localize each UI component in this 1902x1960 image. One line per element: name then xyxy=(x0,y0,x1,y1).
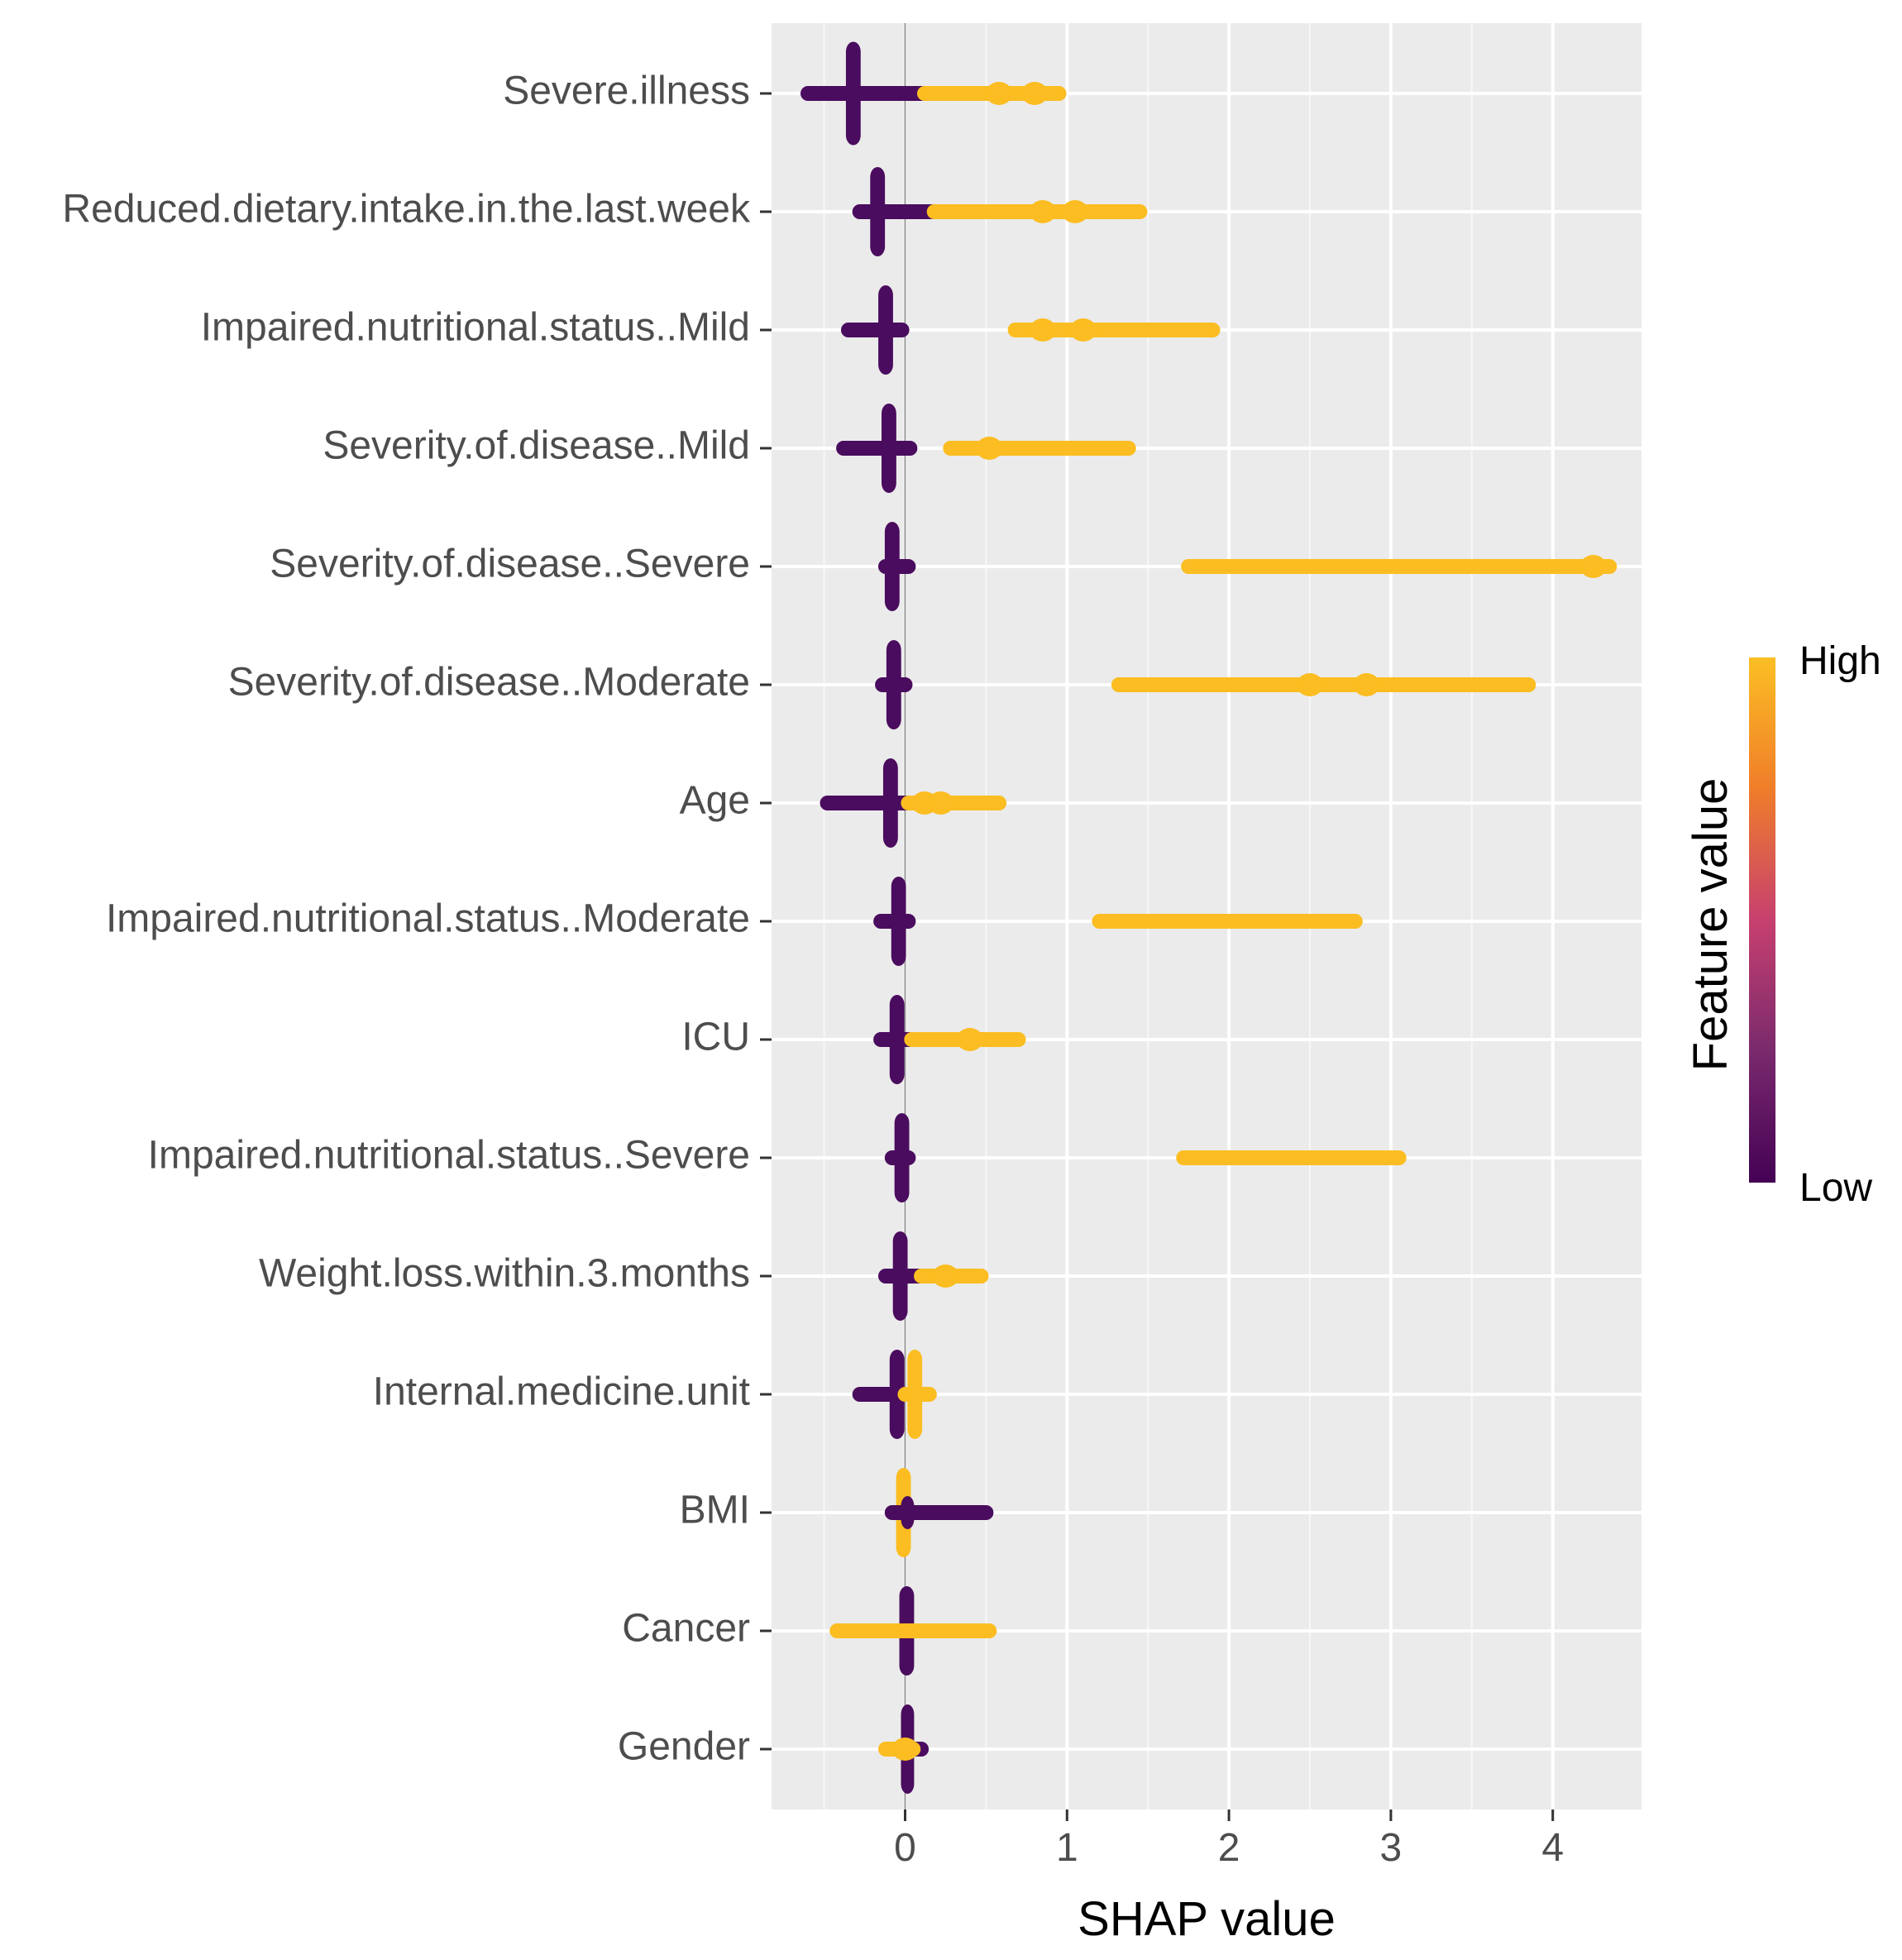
high-value-point xyxy=(956,1028,983,1051)
low-value-point xyxy=(882,404,896,493)
y-tick-label: BMI xyxy=(680,1489,750,1532)
low-value-point xyxy=(889,1350,905,1439)
x-tick-label: 2 xyxy=(1218,1826,1240,1870)
high-value-point xyxy=(891,1738,919,1761)
x-tick-label: 0 xyxy=(894,1826,916,1870)
x-axis: 0 1 2 3 4 xyxy=(894,1809,1564,1870)
low-value-point xyxy=(884,522,900,611)
high-value-point xyxy=(907,1350,923,1439)
feature-points xyxy=(852,1350,937,1439)
feature-points xyxy=(878,1704,929,1794)
low-value-point xyxy=(891,877,906,966)
x-tick-label: 1 xyxy=(1056,1826,1078,1870)
x-axis-title: SHAP value xyxy=(1078,1892,1336,1946)
low-value-point xyxy=(889,995,905,1084)
feature-points xyxy=(829,1586,997,1676)
low-value-point xyxy=(894,1113,910,1202)
legend-colorbar xyxy=(1749,657,1775,1183)
y-axis: Severe.illness Reduced.dietary.intake.in.… xyxy=(62,69,772,1769)
feature-points xyxy=(878,522,1618,611)
high-value-point xyxy=(986,82,1013,105)
feature-points xyxy=(873,877,1363,966)
low-value-point xyxy=(878,285,893,375)
low-value-point xyxy=(901,1496,915,1529)
low-value-point xyxy=(870,167,886,256)
feature-points xyxy=(875,640,1536,729)
high-value-point xyxy=(927,791,954,815)
high-value-point xyxy=(1021,82,1049,105)
legend: Feature value High Low xyxy=(1684,639,1881,1210)
y-tick-label: Severity.of.disease..Mild xyxy=(323,424,750,468)
feature-points xyxy=(852,167,1148,256)
feature-points xyxy=(820,758,1007,848)
data-points xyxy=(800,41,1618,1794)
y-tick-label: Severity.of.disease..Moderate xyxy=(228,661,750,705)
y-tick-label: Gender xyxy=(618,1725,750,1769)
low-value-point xyxy=(882,758,898,848)
feature-points xyxy=(836,404,1136,493)
high-value-point xyxy=(1069,318,1097,342)
feature-points xyxy=(884,1468,994,1557)
feature-points xyxy=(873,995,1026,1084)
high-value-point xyxy=(1353,673,1380,696)
feature-points xyxy=(878,1231,989,1321)
low-value-point xyxy=(845,41,861,146)
high-value-point xyxy=(1297,673,1323,696)
legend-high-label: High xyxy=(1799,639,1881,683)
y-tick-label: Severe.illness xyxy=(503,69,750,113)
x-tick-label: 4 xyxy=(1541,1826,1564,1870)
y-tick-label: Cancer xyxy=(622,1607,750,1651)
high-value-point xyxy=(1579,555,1607,578)
legend-low-label: Low xyxy=(1799,1166,1872,1210)
feature-points xyxy=(840,285,1221,375)
high-value-point xyxy=(1062,200,1089,223)
low-value-point xyxy=(886,640,901,729)
feature-points xyxy=(800,41,1067,146)
x-tick-label: 3 xyxy=(1380,1826,1403,1870)
y-tick-label: Impaired.nutritional.status..Severe xyxy=(148,1134,750,1178)
y-tick-label: Weight.loss.within.3.months xyxy=(259,1252,750,1296)
y-tick-label: Impaired.nutritional.status..Moderate xyxy=(106,897,750,941)
high-value-point xyxy=(1029,200,1056,223)
y-tick-label: ICU xyxy=(681,1016,750,1059)
y-tick-label: Severity.of.disease..Severe xyxy=(270,543,750,586)
y-tick-label: Age xyxy=(680,779,750,823)
y-tick-label: Impaired.nutritional.status..Mild xyxy=(201,306,750,350)
high-value-point xyxy=(932,1264,959,1288)
legend-title: Feature value xyxy=(1684,778,1737,1072)
y-tick-label: Reduced.dietary.intake.in.the.last.week xyxy=(62,188,751,232)
high-value-point xyxy=(976,437,1003,460)
y-tick-label: Internal.medicine.unit xyxy=(373,1370,750,1414)
feature-points xyxy=(884,1113,1407,1202)
low-value-point xyxy=(892,1231,908,1321)
high-value-point xyxy=(1029,318,1056,342)
